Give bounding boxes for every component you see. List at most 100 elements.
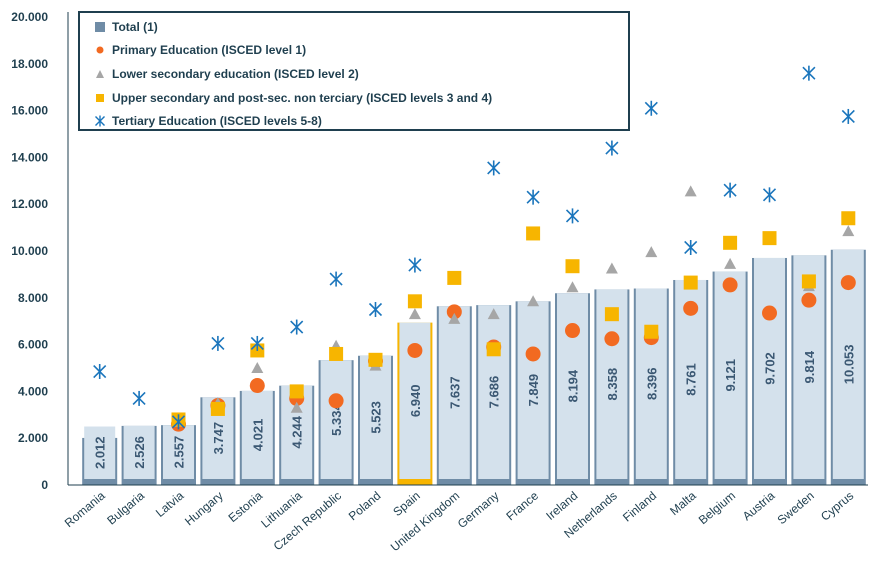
primary-point xyxy=(565,323,580,339)
y-tick-label: 20.000 xyxy=(11,10,48,24)
y-tick-label: 10.000 xyxy=(11,244,48,258)
tertiary-point xyxy=(526,189,540,205)
lower-secondary-point xyxy=(842,225,855,237)
primary-point xyxy=(525,346,541,362)
bar-label-strip xyxy=(478,305,510,479)
bar-label-strip xyxy=(793,255,825,479)
x-tick-label: Belgium xyxy=(696,489,738,528)
upper-secondary-point xyxy=(762,231,777,246)
bar-label-strip xyxy=(123,425,155,479)
tertiary-point xyxy=(171,414,186,430)
bar-label-strip xyxy=(438,306,470,479)
bar-value-label: 2.012 xyxy=(93,436,108,469)
bar-value-label: 6.940 xyxy=(408,385,423,418)
legend-label-tertiary: Tertiary Education (ISCED levels 5-8) xyxy=(112,114,322,128)
y-tick-label: 12.000 xyxy=(11,197,48,211)
x-tick-label: United Kingdom xyxy=(388,489,462,555)
lower-secondary-point xyxy=(684,185,697,197)
upper-secondary-point xyxy=(801,274,816,289)
upper-secondary-point xyxy=(841,211,856,226)
tertiary-point xyxy=(802,65,816,81)
x-tick-label: Romania xyxy=(62,488,108,530)
legend-label-total: Total (1) xyxy=(112,20,158,34)
markers xyxy=(93,65,856,432)
bar-value-label: 3.747 xyxy=(211,422,226,455)
x-tick-label: Poland xyxy=(346,489,384,524)
upper-secondary-point xyxy=(604,307,619,322)
tertiary-point xyxy=(841,108,855,124)
bars xyxy=(82,249,866,485)
tertiary-point xyxy=(565,208,580,224)
bar-label-strip xyxy=(635,288,667,479)
lower-secondary-point xyxy=(448,312,461,324)
lower-secondary-point xyxy=(527,295,540,307)
x-tick-label: Finland xyxy=(620,489,659,525)
bar-value-label: 4.244 xyxy=(290,415,305,448)
lower-secondary-point xyxy=(408,308,421,320)
primary-point xyxy=(762,305,777,321)
x-tick-label: Bulgaria xyxy=(104,488,147,527)
x-tick-label: France xyxy=(503,488,541,523)
tertiary-point xyxy=(605,140,619,156)
bar-value-label: 2.526 xyxy=(132,436,147,469)
tertiary-point xyxy=(132,390,146,406)
x-tick-label: Sweden xyxy=(775,489,817,528)
primary-point xyxy=(407,342,423,358)
y-tick-label: 16.000 xyxy=(11,104,48,118)
x-tick-label: Hungary xyxy=(182,489,226,529)
bar-value-label: 8.396 xyxy=(644,367,659,400)
legend-star-marker-icon xyxy=(95,115,105,127)
upper-secondary-point xyxy=(289,384,304,399)
x-tick-label: Czech Republic xyxy=(271,489,344,554)
lower-secondary-point xyxy=(566,281,579,293)
primary-point xyxy=(446,304,462,320)
bar-label-strip xyxy=(84,426,116,479)
lower-secondary-point xyxy=(290,401,303,413)
primary-point xyxy=(840,275,856,291)
bar-label-strip xyxy=(714,271,746,479)
primary-point xyxy=(722,277,738,293)
primary-point xyxy=(683,300,699,316)
tertiary-point xyxy=(211,335,225,351)
tertiary-point xyxy=(290,319,304,335)
upper-secondary-point xyxy=(526,226,541,241)
upper-secondary-point xyxy=(447,270,462,285)
x-tick-label: Austria xyxy=(740,488,778,523)
bar-labels: 2.012 2.526 2.557 3.747 4.021 4.244 5.334 5.523… xyxy=(93,344,857,469)
bar-label-strip xyxy=(754,257,785,479)
tertiary-point xyxy=(644,100,658,116)
tertiary-point xyxy=(329,271,343,287)
y-axis: 0 2.000 4.000 6.000 8.000 10.000 12.000 14.000 1… xyxy=(11,10,69,492)
tertiary-point xyxy=(93,364,107,380)
legend-square-marker-icon xyxy=(96,94,104,102)
x-tick-label: Malta xyxy=(667,488,699,518)
legend-label-lower-secondary: Lower secondary education (ISCED level 2… xyxy=(112,67,359,81)
legend-triangle-marker-icon xyxy=(96,70,104,78)
bar-label-strip xyxy=(517,301,549,479)
lower-secondary-point xyxy=(645,246,658,258)
y-tick-label: 2.000 xyxy=(18,431,48,445)
tertiary-point xyxy=(487,160,501,176)
bar-value-label: 7.849 xyxy=(526,374,541,407)
bar-value-label: 5.334 xyxy=(329,403,344,436)
upper-secondary-point xyxy=(486,342,501,357)
bar-label-strip xyxy=(241,390,273,479)
tertiary-point xyxy=(368,302,383,317)
bar-value-label: 9.702 xyxy=(763,352,778,385)
y-tick-label: 18.000 xyxy=(11,57,48,71)
upper-secondary-point xyxy=(683,275,698,290)
bar-value-label: 8.761 xyxy=(684,363,699,396)
y-tick-label: 0 xyxy=(41,478,48,492)
bar-label-strip xyxy=(163,425,194,479)
bar-label-strip xyxy=(360,355,391,479)
y-tick-label: 6.000 xyxy=(18,338,48,352)
primary-point xyxy=(604,331,620,347)
upper-secondary-point xyxy=(329,346,344,361)
legend-bar-swatch-icon xyxy=(95,22,105,32)
upper-secondary-point xyxy=(644,324,659,339)
bar-value-label: 10.053 xyxy=(841,344,856,384)
legend-label-primary: Primary Education (ISCED level 1) xyxy=(112,43,307,57)
x-tick-label: Germany xyxy=(455,489,502,531)
